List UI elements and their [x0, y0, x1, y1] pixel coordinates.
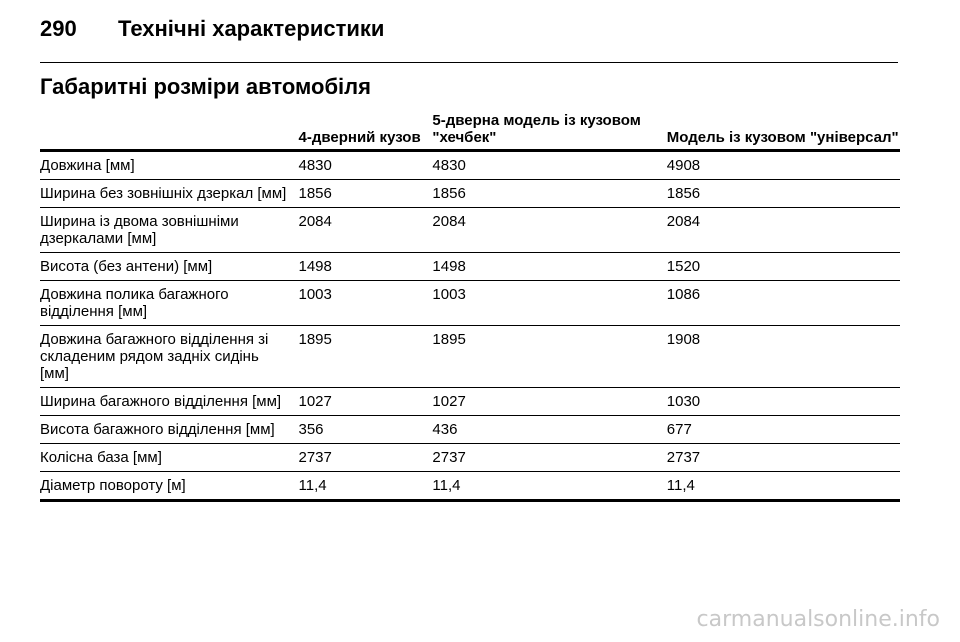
- table-header-row: 4-дверний кузов 5-дверна модель із кузов…: [40, 108, 900, 152]
- column-header-4-door: 4-дверний кузов: [298, 108, 433, 152]
- value-hatchback: 1895: [432, 325, 667, 388]
- page-header: 290 Технічні характеристики: [40, 14, 384, 44]
- row-label: Ширина із двома зовнішніми дзеркалами [м…: [40, 207, 299, 253]
- row-label: Довжина полика багажного відділення [мм]: [40, 280, 299, 326]
- value-wagon: 11,4: [666, 471, 900, 502]
- value-hatchback: 1003: [432, 280, 667, 326]
- row-label: Ширина без зовнішніх дзеркал [мм]: [40, 179, 299, 208]
- column-header-parameter: [40, 108, 299, 152]
- value-4-door: 2737: [298, 443, 433, 472]
- value-wagon: 1856: [666, 179, 900, 208]
- value-hatchback: 11,4: [432, 471, 667, 502]
- value-wagon: 1086: [666, 280, 900, 326]
- table-row: Ширина багажного відділення [мм] 1027 1027…: [40, 387, 900, 416]
- table-row: Колісна база [мм] 2737 2737 2737: [40, 443, 900, 472]
- value-wagon: 1030: [666, 387, 900, 416]
- row-label: Ширина багажного відділення [мм]: [40, 387, 299, 416]
- value-hatchback: 1027: [432, 387, 667, 416]
- table-row: Довжина полика багажного відділення [мм]…: [40, 280, 900, 326]
- section-title: Габаритні розміри автомобіля: [40, 74, 371, 99]
- column-header-wagon: Модель із кузовом "універсал": [666, 108, 900, 152]
- value-hatchback: 4830: [432, 150, 667, 180]
- value-hatchback: 2737: [432, 443, 667, 472]
- table-row: Довжина багажного відділення зі складени…: [40, 325, 900, 388]
- value-wagon: 2084: [666, 207, 900, 253]
- table-row: Довжина [мм] 4830 4830 4908: [40, 150, 900, 180]
- value-hatchback: 1498: [432, 252, 667, 281]
- value-4-door: 1856: [298, 179, 433, 208]
- value-4-door: 356: [298, 415, 433, 444]
- value-wagon: 1908: [666, 325, 900, 388]
- table-row: Висота багажного відділення [мм] 356 436 67…: [40, 415, 900, 444]
- table-row: Ширина без зовнішніх дзеркал [мм] 1856 185…: [40, 179, 900, 208]
- table-row: Ширина із двома зовнішніми дзеркалами [м…: [40, 207, 900, 253]
- value-4-door: 4830: [298, 150, 433, 180]
- value-wagon: 4908: [666, 150, 900, 180]
- header-divider: [40, 62, 898, 63]
- value-4-door: 1895: [298, 325, 433, 388]
- table-row: Діаметр повороту [м] 11,4 11,4 11,4: [40, 471, 900, 502]
- table-body: Довжина [мм] 4830 4830 4908 Ширина без зовні…: [40, 150, 900, 502]
- row-label: Діаметр повороту [м]: [40, 471, 299, 502]
- page-title: Технічні характеристики: [118, 16, 385, 41]
- row-label: Висота (без антени) [мм]: [40, 252, 299, 281]
- value-wagon: 2737: [666, 443, 900, 472]
- dimensions-table: 4-дверний кузов 5-дверна модель із кузов…: [40, 108, 900, 502]
- row-label: Довжина [мм]: [40, 150, 299, 180]
- value-hatchback: 2084: [432, 207, 667, 253]
- column-header-hatchback: 5-дверна модель із кузовом "хечбек": [432, 108, 667, 152]
- value-hatchback: 1856: [432, 179, 667, 208]
- value-hatchback: 436: [432, 415, 667, 444]
- value-4-door: 1027: [298, 387, 433, 416]
- table-row: Висота (без антени) [мм] 1498 1498 1520: [40, 252, 900, 281]
- value-wagon: 677: [666, 415, 900, 444]
- page-number: 290: [40, 16, 77, 41]
- value-4-door: 2084: [298, 207, 433, 253]
- watermark: carmanualsonline.info: [696, 607, 940, 632]
- value-4-door: 11,4: [298, 471, 433, 502]
- value-4-door: 1003: [298, 280, 433, 326]
- value-4-door: 1498: [298, 252, 433, 281]
- value-wagon: 1520: [666, 252, 900, 281]
- row-label: Довжина багажного відділення зі складени…: [40, 325, 299, 388]
- row-label: Колісна база [мм]: [40, 443, 299, 472]
- row-label: Висота багажного відділення [мм]: [40, 415, 299, 444]
